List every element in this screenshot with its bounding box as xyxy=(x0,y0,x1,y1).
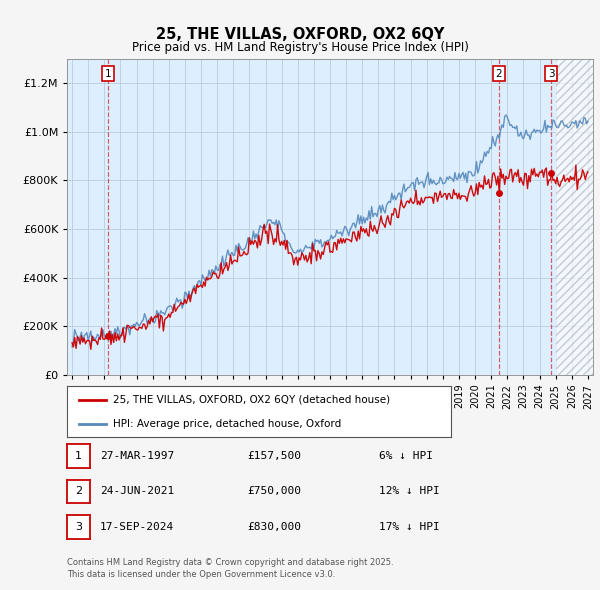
Text: 2: 2 xyxy=(496,68,502,78)
Text: 12% ↓ HPI: 12% ↓ HPI xyxy=(379,487,440,496)
Text: 3: 3 xyxy=(548,68,554,78)
Text: 6% ↓ HPI: 6% ↓ HPI xyxy=(379,451,433,461)
Text: 1: 1 xyxy=(104,68,112,78)
Text: 27-MAR-1997: 27-MAR-1997 xyxy=(100,451,175,461)
Bar xyxy=(556,59,593,375)
Text: £157,500: £157,500 xyxy=(247,451,301,461)
Text: 3: 3 xyxy=(75,522,82,532)
Text: 25, THE VILLAS, OXFORD, OX2 6QY: 25, THE VILLAS, OXFORD, OX2 6QY xyxy=(156,27,444,42)
Text: £750,000: £750,000 xyxy=(247,487,301,496)
Text: £830,000: £830,000 xyxy=(247,522,301,532)
Text: 25, THE VILLAS, OXFORD, OX2 6QY (detached house): 25, THE VILLAS, OXFORD, OX2 6QY (detache… xyxy=(113,395,391,405)
Text: HPI: Average price, detached house, Oxford: HPI: Average price, detached house, Oxfo… xyxy=(113,419,341,429)
Text: Contains HM Land Registry data © Crown copyright and database right 2025.
This d: Contains HM Land Registry data © Crown c… xyxy=(67,558,394,579)
Text: 2: 2 xyxy=(75,487,82,496)
Text: Price paid vs. HM Land Registry's House Price Index (HPI): Price paid vs. HM Land Registry's House … xyxy=(131,41,469,54)
Text: 17-SEP-2024: 17-SEP-2024 xyxy=(100,522,175,532)
Text: 24-JUN-2021: 24-JUN-2021 xyxy=(100,487,175,496)
Text: 17% ↓ HPI: 17% ↓ HPI xyxy=(379,522,440,532)
Text: 1: 1 xyxy=(75,451,82,461)
